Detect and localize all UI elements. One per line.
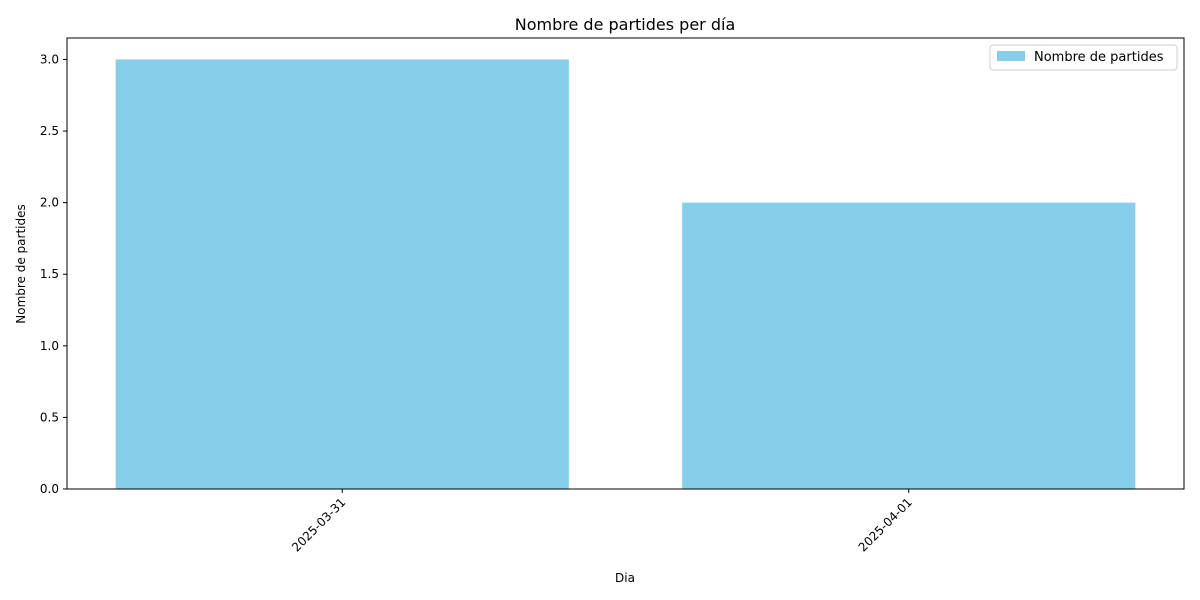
y-tick-label: 0.0: [40, 482, 59, 496]
legend-box: [989, 44, 1178, 71]
bar-2025-04-01: [682, 202, 1136, 489]
legend-swatch: [997, 51, 1025, 61]
y-axis-ticks: 0.0 0.5 1.0 1.5 2.0 2.5 3.0: [40, 52, 67, 496]
y-tick-label: 3.0: [40, 52, 59, 66]
y-axis-label: Nombre de partides: [14, 204, 28, 324]
plot-frame: [66, 37, 1185, 490]
x-tick-label: 2025-04-01: [856, 495, 915, 554]
x-tick-label: 2025-03-31: [289, 495, 348, 554]
y-tick-label: 0.5: [40, 410, 59, 424]
legend-entry-label: Nombre de partides: [1034, 50, 1164, 65]
y-tick-label: 1.5: [40, 267, 59, 281]
x-axis-ticks: 2025-03-31 2025-04-01: [289, 489, 915, 554]
bar-2025-03-31: [115, 59, 569, 489]
chart-title: Nombre de partides per día: [515, 15, 736, 34]
y-tick-label: 1.0: [40, 339, 59, 353]
y-tick-label: 2.0: [40, 196, 59, 210]
y-tick-label: 2.5: [40, 124, 59, 138]
x-axis-label: Dia: [615, 571, 635, 585]
bars-group: [115, 59, 1136, 489]
legend: Nombre de partides: [989, 44, 1178, 71]
